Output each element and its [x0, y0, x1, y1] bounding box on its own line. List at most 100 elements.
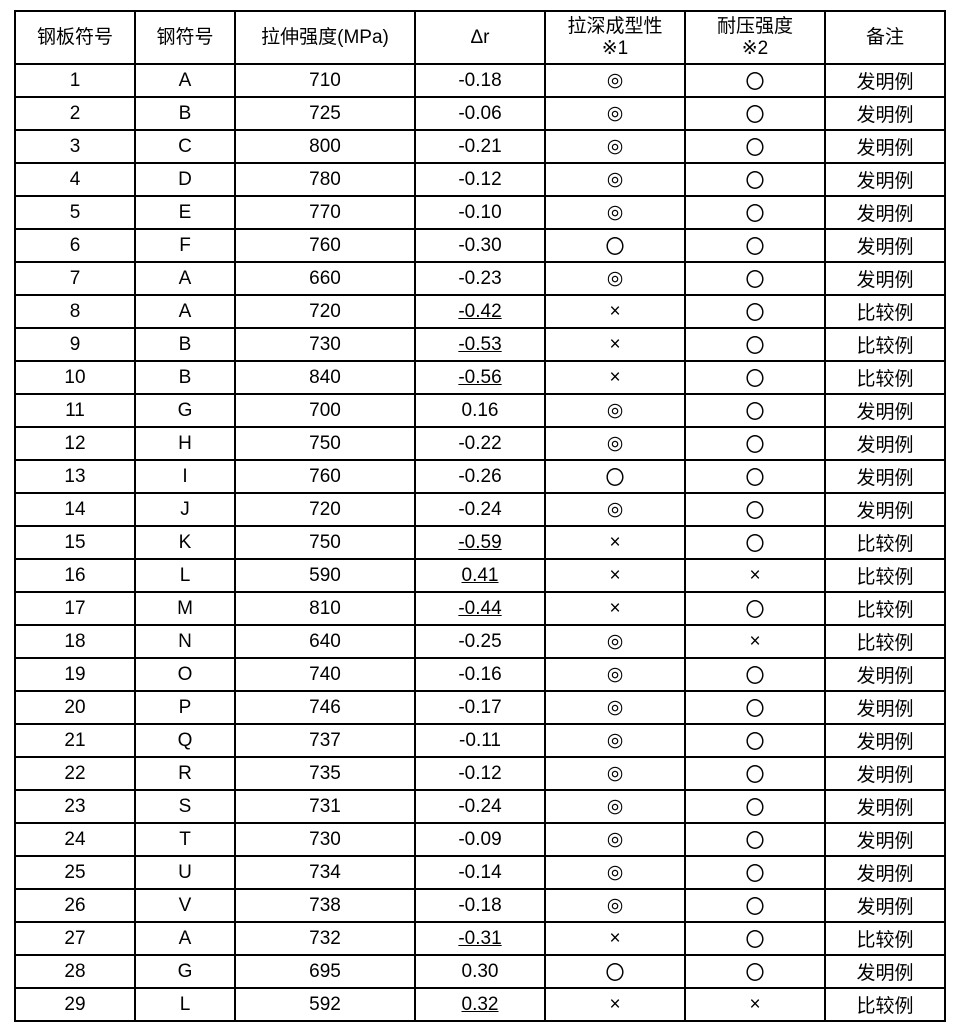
- table-cell: 〇: [685, 955, 825, 988]
- table-cell: E: [135, 196, 235, 229]
- table-cell: 700: [235, 394, 415, 427]
- table-cell: ×: [545, 559, 685, 592]
- header-text: 拉深成型性: [567, 16, 662, 37]
- table-cell: -0.25: [415, 625, 545, 658]
- table-cell: 720: [235, 493, 415, 526]
- table-cell: 〇: [685, 493, 825, 526]
- table-cell: R: [135, 757, 235, 790]
- table-cell: 〇: [545, 229, 685, 262]
- table-cell: 20: [15, 691, 135, 724]
- table-cell: 3: [15, 130, 135, 163]
- table-cell: 比较例: [825, 526, 945, 559]
- table-cell: 4: [15, 163, 135, 196]
- table-cell: 〇: [685, 64, 825, 97]
- table-cell: N: [135, 625, 235, 658]
- table-cell: 〇: [685, 526, 825, 559]
- table-cell: 发明例: [825, 97, 945, 130]
- table-cell: -0.22: [415, 427, 545, 460]
- table-cell: -0.12: [415, 163, 545, 196]
- table-cell: -0.53: [415, 328, 545, 361]
- table-cell: 〇: [685, 856, 825, 889]
- header-cell-1: 钢符号: [135, 11, 235, 64]
- table-cell: 〇: [545, 460, 685, 493]
- table-cell: 〇: [685, 658, 825, 691]
- table-cell: J: [135, 493, 235, 526]
- table-cell: 17: [15, 592, 135, 625]
- table-cell: 〇: [685, 97, 825, 130]
- table-cell: ◎: [545, 427, 685, 460]
- table-cell: ×: [545, 295, 685, 328]
- table-cell: 〇: [685, 229, 825, 262]
- table-cell: 735: [235, 757, 415, 790]
- table-row: 3C800-0.21◎〇发明例: [15, 130, 945, 163]
- table-cell: 9: [15, 328, 135, 361]
- table-row: 14J720-0.24◎〇发明例: [15, 493, 945, 526]
- table-cell: 比较例: [825, 592, 945, 625]
- table-cell: ◎: [545, 130, 685, 163]
- underlined-value: -0.59: [458, 532, 501, 553]
- table-row: 7A660-0.23◎〇发明例: [15, 262, 945, 295]
- table-cell: 〇: [685, 361, 825, 394]
- table-cell: 〇: [685, 427, 825, 460]
- table-cell: ×: [685, 625, 825, 658]
- header-cell-6: 备注: [825, 11, 945, 64]
- table-cell: -0.31: [415, 922, 545, 955]
- table-cell: ×: [545, 328, 685, 361]
- table-cell: 〇: [685, 196, 825, 229]
- table-cell: 24: [15, 823, 135, 856]
- table-cell: A: [135, 295, 235, 328]
- table-cell: 〇: [685, 328, 825, 361]
- table-cell: ◎: [545, 163, 685, 196]
- table-cell: 750: [235, 427, 415, 460]
- underlined-value: -0.42: [458, 301, 501, 322]
- table-row: 22R735-0.12◎〇发明例: [15, 757, 945, 790]
- table-cell: -0.12: [415, 757, 545, 790]
- table-cell: 732: [235, 922, 415, 955]
- table-cell: ◎: [545, 889, 685, 922]
- table-cell: ◎: [545, 757, 685, 790]
- table-cell: ×: [545, 988, 685, 1021]
- table-row: 6F760-0.30〇〇发明例: [15, 229, 945, 262]
- table-cell: 〇: [685, 262, 825, 295]
- table-cell: 〇: [545, 955, 685, 988]
- table-cell: 22: [15, 757, 135, 790]
- table-cell: 发明例: [825, 658, 945, 691]
- table-cell: -0.24: [415, 493, 545, 526]
- table-cell: 比较例: [825, 328, 945, 361]
- underlined-value: -0.44: [458, 598, 501, 619]
- table-cell: ◎: [545, 823, 685, 856]
- table-cell: 比较例: [825, 922, 945, 955]
- table-cell: L: [135, 988, 235, 1021]
- table-cell: -0.11: [415, 724, 545, 757]
- table-row: 15K750-0.59×〇比较例: [15, 526, 945, 559]
- table-cell: ×: [545, 361, 685, 394]
- table-cell: 0.30: [415, 955, 545, 988]
- table-cell: M: [135, 592, 235, 625]
- table-cell: 发明例: [825, 64, 945, 97]
- table-cell: 发明例: [825, 724, 945, 757]
- header-text: ※2: [742, 38, 769, 59]
- table-cell: 15: [15, 526, 135, 559]
- table-cell: 发明例: [825, 790, 945, 823]
- table-cell: -0.18: [415, 64, 545, 97]
- table-cell: -0.21: [415, 130, 545, 163]
- table-cell: B: [135, 328, 235, 361]
- table-row: 8A720-0.42×〇比较例: [15, 295, 945, 328]
- table-row: 26V738-0.18◎〇发明例: [15, 889, 945, 922]
- table-row: 23S731-0.24◎〇发明例: [15, 790, 945, 823]
- header-cell-3: Δr: [415, 11, 545, 64]
- table-cell: -0.56: [415, 361, 545, 394]
- table-cell: I: [135, 460, 235, 493]
- table-cell: 730: [235, 328, 415, 361]
- table-cell: P: [135, 691, 235, 724]
- table-cell: 760: [235, 229, 415, 262]
- table-cell: G: [135, 955, 235, 988]
- table-cell: 〇: [685, 592, 825, 625]
- table-cell: -0.30: [415, 229, 545, 262]
- table-cell: 16: [15, 559, 135, 592]
- table-cell: L: [135, 559, 235, 592]
- table-cell: 发明例: [825, 130, 945, 163]
- table-cell: 发明例: [825, 757, 945, 790]
- table-cell: 8: [15, 295, 135, 328]
- table-cell: S: [135, 790, 235, 823]
